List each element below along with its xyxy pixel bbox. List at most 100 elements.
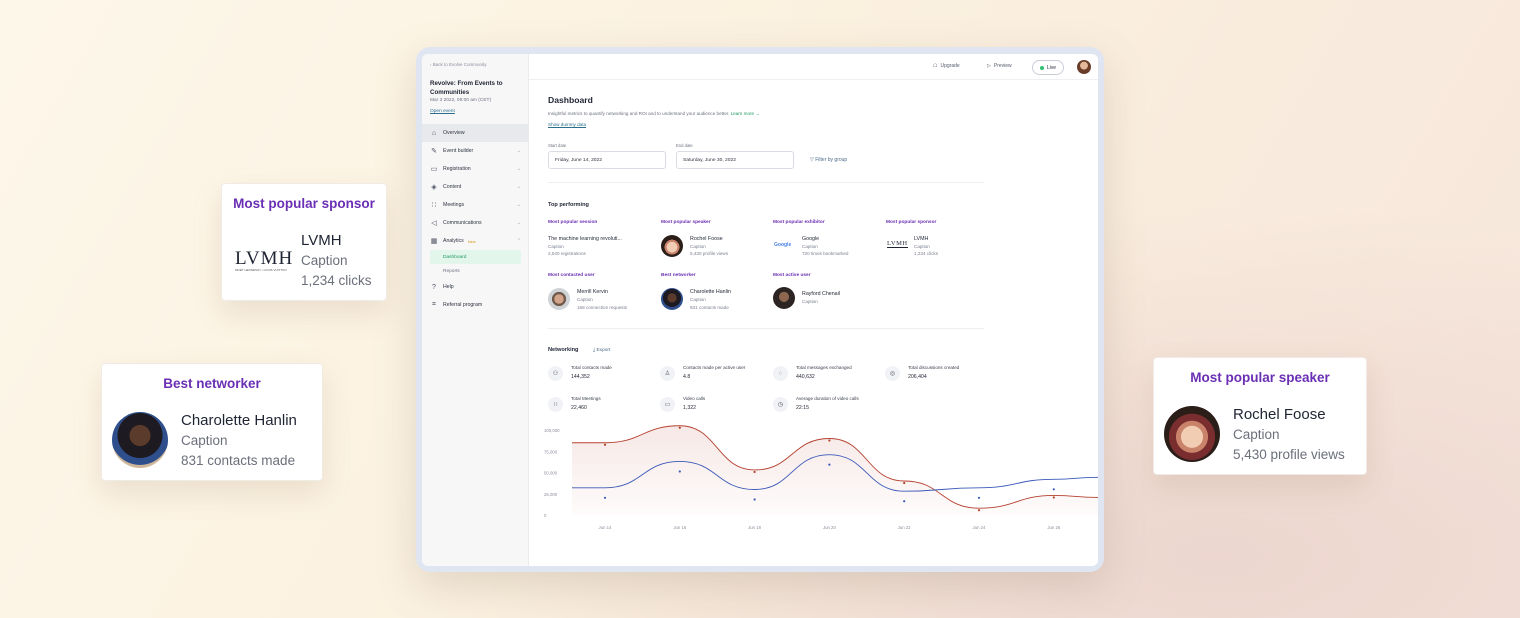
learn-more-link[interactable]: Learn more → — [730, 111, 760, 116]
data-point[interactable] — [753, 470, 756, 474]
upgrade-label: Upgrade — [940, 63, 960, 69]
back-link[interactable]: ‹ Back to Evolve Community — [430, 62, 487, 67]
data-point[interactable] — [828, 463, 831, 466]
preview-button[interactable]: ▷ Preview — [987, 63, 1012, 69]
avatar — [548, 288, 570, 310]
page-description: Insightful metrics to quantify networkin… — [548, 111, 760, 116]
data-point[interactable] — [1052, 488, 1055, 491]
sponsor-name[interactable]: LVMH — [914, 236, 929, 242]
start-date-field[interactable]: Friday, June 14, 2022 — [548, 151, 666, 169]
sidebar-item-label: Help — [443, 284, 454, 290]
lvmh-logo: LVMH — [887, 240, 908, 248]
exhibitor-name[interactable]: Google — [802, 236, 820, 242]
data-point[interactable] — [753, 498, 756, 501]
networker-caption: Caption — [690, 297, 706, 302]
speaker-stat: 5,430 profile views — [690, 251, 729, 256]
export-button[interactable]: ⤓ Export — [593, 347, 610, 353]
card-caption: Caption — [181, 433, 228, 448]
sidebar-item-label: Registration — [443, 166, 471, 172]
session-name[interactable]: The machine learning revoluti... — [548, 236, 622, 242]
contacted-user-caption: Caption — [577, 297, 593, 302]
avatar — [773, 287, 795, 309]
most-popular-speaker-label: Most popular speaker — [661, 220, 711, 225]
data-point[interactable] — [828, 439, 831, 442]
most-popular-exhibitor-label: Most popular exhibitor — [773, 220, 825, 225]
live-label: Live — [1046, 64, 1057, 71]
show-dummy-data-link[interactable]: Show dummy data — [548, 122, 587, 127]
stat-label: Video calls — [683, 396, 706, 401]
filter-by-group-button[interactable]: ▽ Filter by group — [810, 157, 847, 163]
data-point[interactable] — [977, 496, 981, 499]
end-date-field[interactable]: Saturday, June 30, 2022 — [676, 151, 794, 169]
google-logo: Google — [774, 242, 792, 248]
sidebar-item-communications[interactable]: ◁ Communications ⌄ — [422, 214, 529, 232]
contacted-user-name[interactable]: Merrill Kervin — [577, 289, 608, 295]
sidebar-item-analytics[interactable]: ▦ Analytics New ⌃ — [422, 232, 529, 250]
data-point[interactable] — [678, 470, 681, 473]
sidebar-item-label: Event builder — [443, 148, 474, 154]
series-area — [572, 425, 1098, 515]
video-icon: ▭ — [660, 397, 675, 412]
chevron-up-icon: ⌃ — [516, 238, 521, 244]
sidebar-item-overview[interactable]: ⌂ Overview — [422, 124, 529, 142]
download-icon: ⤓ — [593, 348, 596, 353]
data-point[interactable] — [1052, 496, 1055, 499]
most-popular-session-label: Most popular session — [548, 220, 598, 225]
gift-icon: ⌗ — [432, 301, 436, 308]
sidebar-subitem-dashboard[interactable]: Dashboard — [430, 250, 521, 264]
sidebar-item-meetings[interactable]: ∷ Meetings ⌄ — [422, 196, 529, 214]
tools-icon: ✎ — [431, 148, 437, 155]
data-point[interactable] — [678, 426, 681, 429]
most-active-user-label: Most active user — [773, 273, 811, 278]
sidebar-item-registration[interactable]: ▭ Registration ⌄ — [422, 160, 529, 178]
x-tick-label: Jun 14 — [599, 525, 613, 530]
live-dot-icon — [1039, 65, 1044, 70]
chevron-down-icon: ⌄ — [516, 220, 521, 226]
avatar[interactable] — [1077, 60, 1091, 74]
app-screen: ‹ Back to Evolve Community Revolve: From… — [422, 54, 1098, 566]
stat-label: Total Meetings — [571, 396, 601, 401]
sidebar-item-event-builder[interactable]: ✎ Event builder ⌄ — [422, 142, 529, 160]
open-event-link[interactable]: Open event — [430, 109, 455, 114]
filter-label: Filter by group — [815, 157, 848, 163]
card-name: Charolette Hanlin — [181, 412, 297, 429]
data-point[interactable] — [977, 509, 981, 512]
data-point[interactable] — [603, 496, 607, 499]
networking-title: Networking — [548, 347, 579, 353]
networker-name[interactable]: Charolette Hanlin — [690, 289, 731, 295]
data-point[interactable] — [603, 443, 607, 446]
most-popular-sponsor-label: Most popular sponsor — [886, 220, 937, 225]
x-tick-label: Jun 24 — [973, 525, 987, 530]
sidebar-subitem-reports[interactable]: Reports — [443, 268, 460, 274]
sidebar-item-content[interactable]: ◈ Content ⌄ — [422, 178, 529, 196]
contacts-icon: ⚇ — [548, 366, 563, 381]
stat-label: Total discussions created — [908, 365, 960, 370]
speaker-name[interactable]: Rochel Foose — [690, 236, 723, 242]
user-icon: ♙ — [660, 366, 675, 381]
meetings-icon: ∷ — [548, 397, 563, 412]
megaphone-icon: ◁ — [431, 220, 437, 227]
sponsor-stat: 1,234 clicks — [914, 251, 939, 256]
live-toggle[interactable]: Live — [1032, 60, 1064, 75]
event-date: Mar 3 2022, 09:00 am (CET) — [430, 98, 492, 103]
stat-label: Total messages exchanged — [796, 365, 852, 370]
sidebar-item-referral[interactable]: ⌗ Referral program — [422, 296, 529, 314]
divider — [548, 182, 984, 183]
data-point[interactable] — [903, 481, 906, 485]
avatar — [1164, 406, 1220, 462]
divider — [548, 328, 984, 329]
sidebar-item-help[interactable]: ? Help — [422, 278, 529, 296]
active-user-name[interactable]: Rayford Chenail — [802, 291, 840, 297]
series-line — [572, 454, 1098, 492]
data-point[interactable] — [903, 500, 906, 503]
chevron-down-icon: ⌄ — [516, 148, 521, 154]
stat-label: Total contacts made — [571, 365, 612, 370]
speaker-caption: Caption — [690, 244, 706, 249]
upgrade-button[interactable]: ☖ Upgrade — [933, 63, 960, 69]
topbar: ☖ Upgrade ▷ Preview Live — [529, 54, 1098, 80]
x-tick-label: Jun 22 — [898, 525, 912, 530]
stat-value: 22:15 — [796, 405, 809, 411]
card-caption: Caption — [1233, 427, 1280, 442]
best-networker-label: Best networker — [661, 273, 696, 278]
card-title: Most popular sponsor — [233, 196, 375, 211]
